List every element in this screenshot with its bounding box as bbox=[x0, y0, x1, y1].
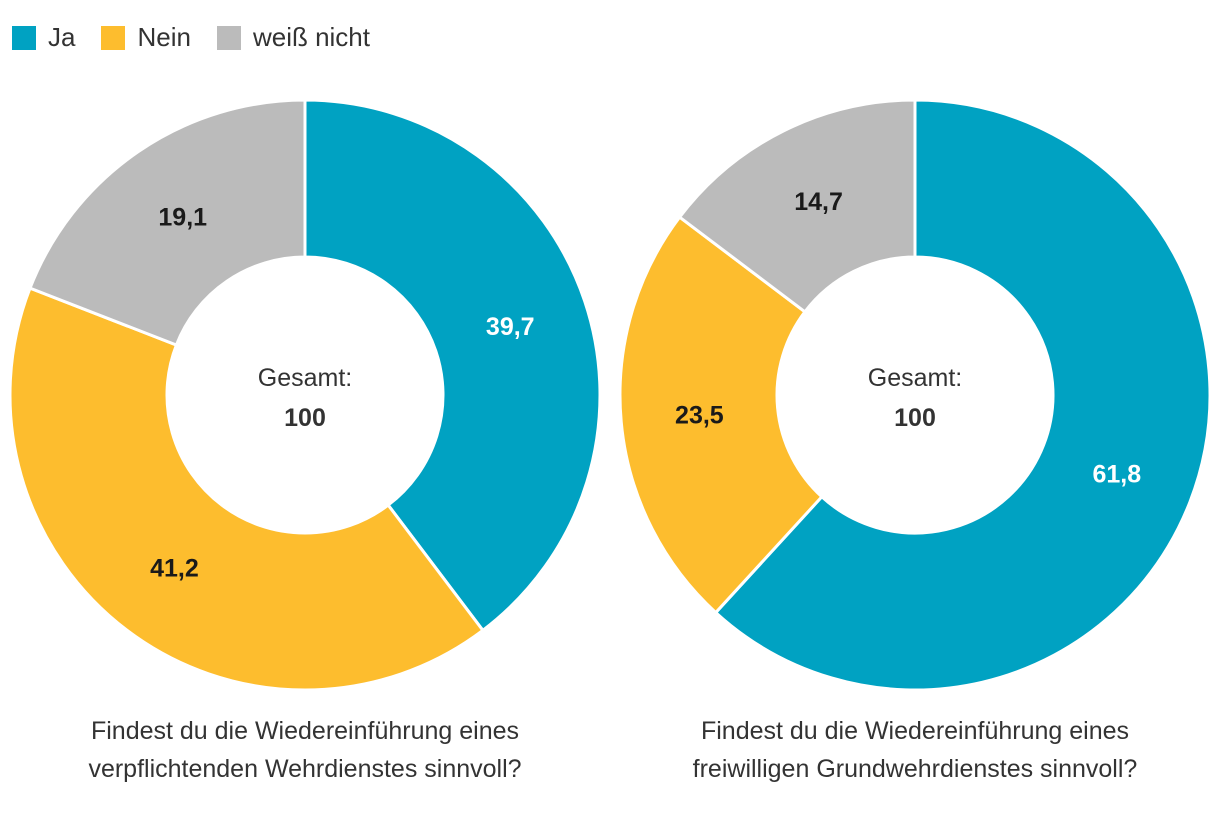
value-label-nein: 41,2 bbox=[150, 555, 199, 583]
value-label-nein: 23,5 bbox=[675, 402, 724, 430]
slice-ja[interactable] bbox=[303, 98, 602, 633]
legend-label-weiss-nicht: weiß nicht bbox=[252, 22, 370, 52]
center-label: Gesamt: bbox=[868, 364, 962, 392]
value-label-ja: 61,8 bbox=[1092, 460, 1141, 488]
legend-swatch-ja bbox=[12, 25, 36, 50]
legend-label-ja: Ja bbox=[48, 22, 76, 52]
center-value: 100 bbox=[284, 404, 326, 432]
value-label-weiss-nicht: 19,1 bbox=[158, 203, 207, 231]
legend: Ja Nein weiß nicht bbox=[12, 22, 396, 53]
value-label-ja: 39,7 bbox=[486, 313, 535, 341]
chart-1-title-line-2: verpflichtenden Wehrdienstes sinnvoll? bbox=[88, 755, 522, 783]
slice-weiss-nicht[interactable] bbox=[28, 98, 307, 347]
legend-swatch-nein bbox=[101, 25, 126, 50]
slice-weiss-nicht[interactable] bbox=[677, 98, 917, 314]
legend-item-nein[interactable]: Nein bbox=[101, 22, 191, 53]
donut-chart-1: 39,7 41,2 19,1 Gesamt: 100 bbox=[8, 98, 602, 692]
center-value: 100 bbox=[894, 404, 936, 432]
legend-item-weiss-nicht[interactable]: weiß nicht bbox=[216, 22, 370, 53]
legend-swatch-weiss-nicht bbox=[216, 25, 241, 50]
legend-label-nein: Nein bbox=[137, 22, 191, 52]
slice-nein[interactable] bbox=[618, 215, 824, 615]
chart-1-title-line-1: Findest du die Wiedereinführung eines bbox=[90, 717, 520, 745]
chart-2-title-line-1: Findest du die Wiedereinführung eines bbox=[700, 717, 1130, 745]
center-label: Gesamt: bbox=[258, 364, 352, 392]
chart-2-title: Findest du die Wiedereinführung eines fr… bbox=[615, 712, 1215, 788]
slice-ja[interactable] bbox=[713, 98, 1212, 692]
value-label-weiss-nicht: 14,7 bbox=[794, 188, 843, 216]
slice-nein[interactable] bbox=[8, 286, 485, 692]
chart-1-title: Findest du die Wiedereinführung eines ve… bbox=[5, 712, 605, 788]
chart-2-title-line-2: freiwilligen Grundwehrdienstes sinnvoll? bbox=[692, 755, 1138, 783]
donut-chart-2: 61,8 23,5 14,7 Gesamt: 100 bbox=[618, 98, 1212, 692]
legend-item-ja[interactable]: Ja bbox=[12, 22, 75, 53]
